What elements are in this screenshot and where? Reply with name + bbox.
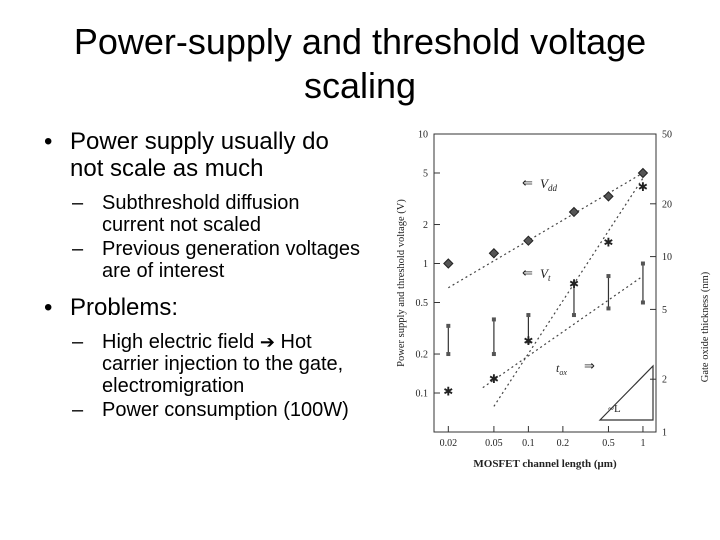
- vt-point-low: [446, 352, 451, 357]
- sub-bullet-2b-text: Power consumption (100W): [102, 399, 349, 421]
- left-tick-label: 0.2: [416, 350, 429, 361]
- vt-point-high: [640, 261, 645, 266]
- right-tick-label: 2: [662, 375, 667, 386]
- right-tick-label: 20: [662, 199, 672, 210]
- right-arrow-icon: ➔: [259, 332, 275, 352]
- sub-bullet-1a-text: Subthreshold diffusion current not scale…: [102, 192, 300, 236]
- left-tick-label: 1: [423, 259, 428, 270]
- tox-point: ✱: [443, 385, 453, 399]
- sub-bullet-1b: – Previous generation voltages are of in…: [44, 238, 364, 282]
- sub-bullet-dash: –: [72, 192, 84, 214]
- tox-label: tox: [556, 361, 567, 377]
- vt-annotation: ⇐ Vt: [522, 265, 551, 283]
- vdd-point: [523, 235, 534, 246]
- sub-bullet-dash: –: [72, 399, 84, 421]
- vt-point-high: [491, 317, 496, 322]
- sub-bullet-2a: – High electric field ➔ Hot carrier inje…: [44, 331, 364, 397]
- left-tick-label: 5: [423, 168, 428, 179]
- title-line-2: scaling: [303, 65, 417, 106]
- vt-point-low: [640, 300, 645, 305]
- right-axis-label: Gate oxide thickness (nm): [700, 271, 711, 382]
- vt-point-low: [526, 339, 531, 344]
- vdd-annotation: ⇐ Vdd: [522, 175, 557, 193]
- vt-label: Vt: [540, 266, 551, 283]
- right-arrow-icon: ⇒: [584, 358, 595, 373]
- x-tick-label: 0.02: [440, 438, 458, 449]
- vdd-point: [443, 258, 454, 269]
- vt-point-high: [571, 281, 576, 286]
- bullet-2-text: Problems:: [70, 294, 179, 321]
- fit-line-tox: [493, 177, 644, 407]
- x-axis-label: MOSFET channel length (μm): [473, 458, 617, 470]
- bullet-dot: •: [44, 128, 53, 155]
- vt-point-low: [571, 313, 576, 318]
- left-arrow-icon: ⇐: [522, 175, 533, 190]
- tox-point: ✱: [489, 372, 499, 386]
- x-tick-label: 0.05: [485, 438, 503, 449]
- bullet-1-text: Power supply usually do not scale as muc…: [70, 128, 329, 182]
- tox-annotation: tox ⇒: [556, 358, 595, 377]
- slide-title: Power-supply and threshold voltage scali…: [20, 20, 700, 108]
- vdd-label: Vdd: [540, 176, 557, 193]
- right-tick-label: 5: [662, 305, 667, 316]
- right-tick-label: 1: [662, 428, 667, 439]
- tox-point: ✱: [638, 180, 648, 194]
- left-tick-label: 10: [418, 130, 428, 141]
- left-tick-label: 2: [423, 220, 428, 231]
- x-tick-label: 0.1: [522, 438, 535, 449]
- tox-point: ✱: [603, 236, 613, 250]
- sub-bullet-1b-text: Previous generation voltages are of inte…: [102, 238, 360, 282]
- x-tick-label: 1: [640, 438, 645, 449]
- sub-bullet-2b: – Power consumption (100W): [44, 399, 364, 421]
- left-tick-label: 0.1: [416, 389, 429, 400]
- left-arrow-icon: ⇐: [522, 265, 533, 280]
- bullet-list: • Power supply usually do not scale as m…: [44, 128, 364, 423]
- slope-label: ~L: [608, 403, 621, 415]
- vdd-point: [568, 206, 580, 218]
- sub-bullet-dash: –: [72, 238, 84, 260]
- sub-bullet-dash: –: [72, 331, 84, 353]
- vdd-point: [603, 191, 614, 202]
- vt-point-high: [606, 274, 611, 279]
- bullet-2: • Problems:: [44, 294, 364, 321]
- slope-triangle: ~L: [598, 364, 654, 421]
- vdd-point: [637, 167, 649, 179]
- tox-point: ✱: [569, 277, 579, 291]
- right-tick-label: 50: [662, 130, 672, 141]
- sub-bullet-2a-text-b: Hot carrier injection to the gate, elect…: [102, 331, 344, 397]
- vt-point-low: [606, 306, 611, 311]
- vt-point-high: [446, 323, 451, 328]
- bullet-dot: •: [44, 294, 53, 321]
- vdd-point: [488, 248, 500, 259]
- scaling-chart: 0.02 0.05 0.1 0.2 0.5 1 10 5 2 1 0.5 0.2 0.1 50 20 10 5 2…: [396, 130, 711, 471]
- sub-bullet-2a-text-a: High electric field: [102, 331, 255, 353]
- x-tick-label: 0.2: [557, 438, 570, 449]
- sub-bullet-1a: – Subthreshold diffusion current not sca…: [44, 192, 364, 236]
- left-tick-label: 0.5: [416, 298, 429, 309]
- title-line-1: Power-supply and threshold voltage: [73, 21, 647, 62]
- plot-frame: [433, 133, 657, 433]
- tox-point: ✱: [523, 334, 533, 348]
- scaling-figure: 0.02 0.05 0.1 0.2 0.5 1 10 5 2 1 0.5 0.2 0.1 50 20 10 5 2…: [368, 122, 718, 477]
- left-axis-label: Power supply and threshold voltage (V): [396, 199, 407, 367]
- vt-point-high: [526, 313, 531, 318]
- vt-point-low: [491, 352, 496, 357]
- bullet-1: • Power supply usually do not scale as m…: [44, 128, 364, 182]
- right-tick-label: 10: [662, 252, 672, 263]
- slope-triangle-shape: [598, 364, 654, 421]
- x-tick-label: 0.5: [602, 438, 615, 449]
